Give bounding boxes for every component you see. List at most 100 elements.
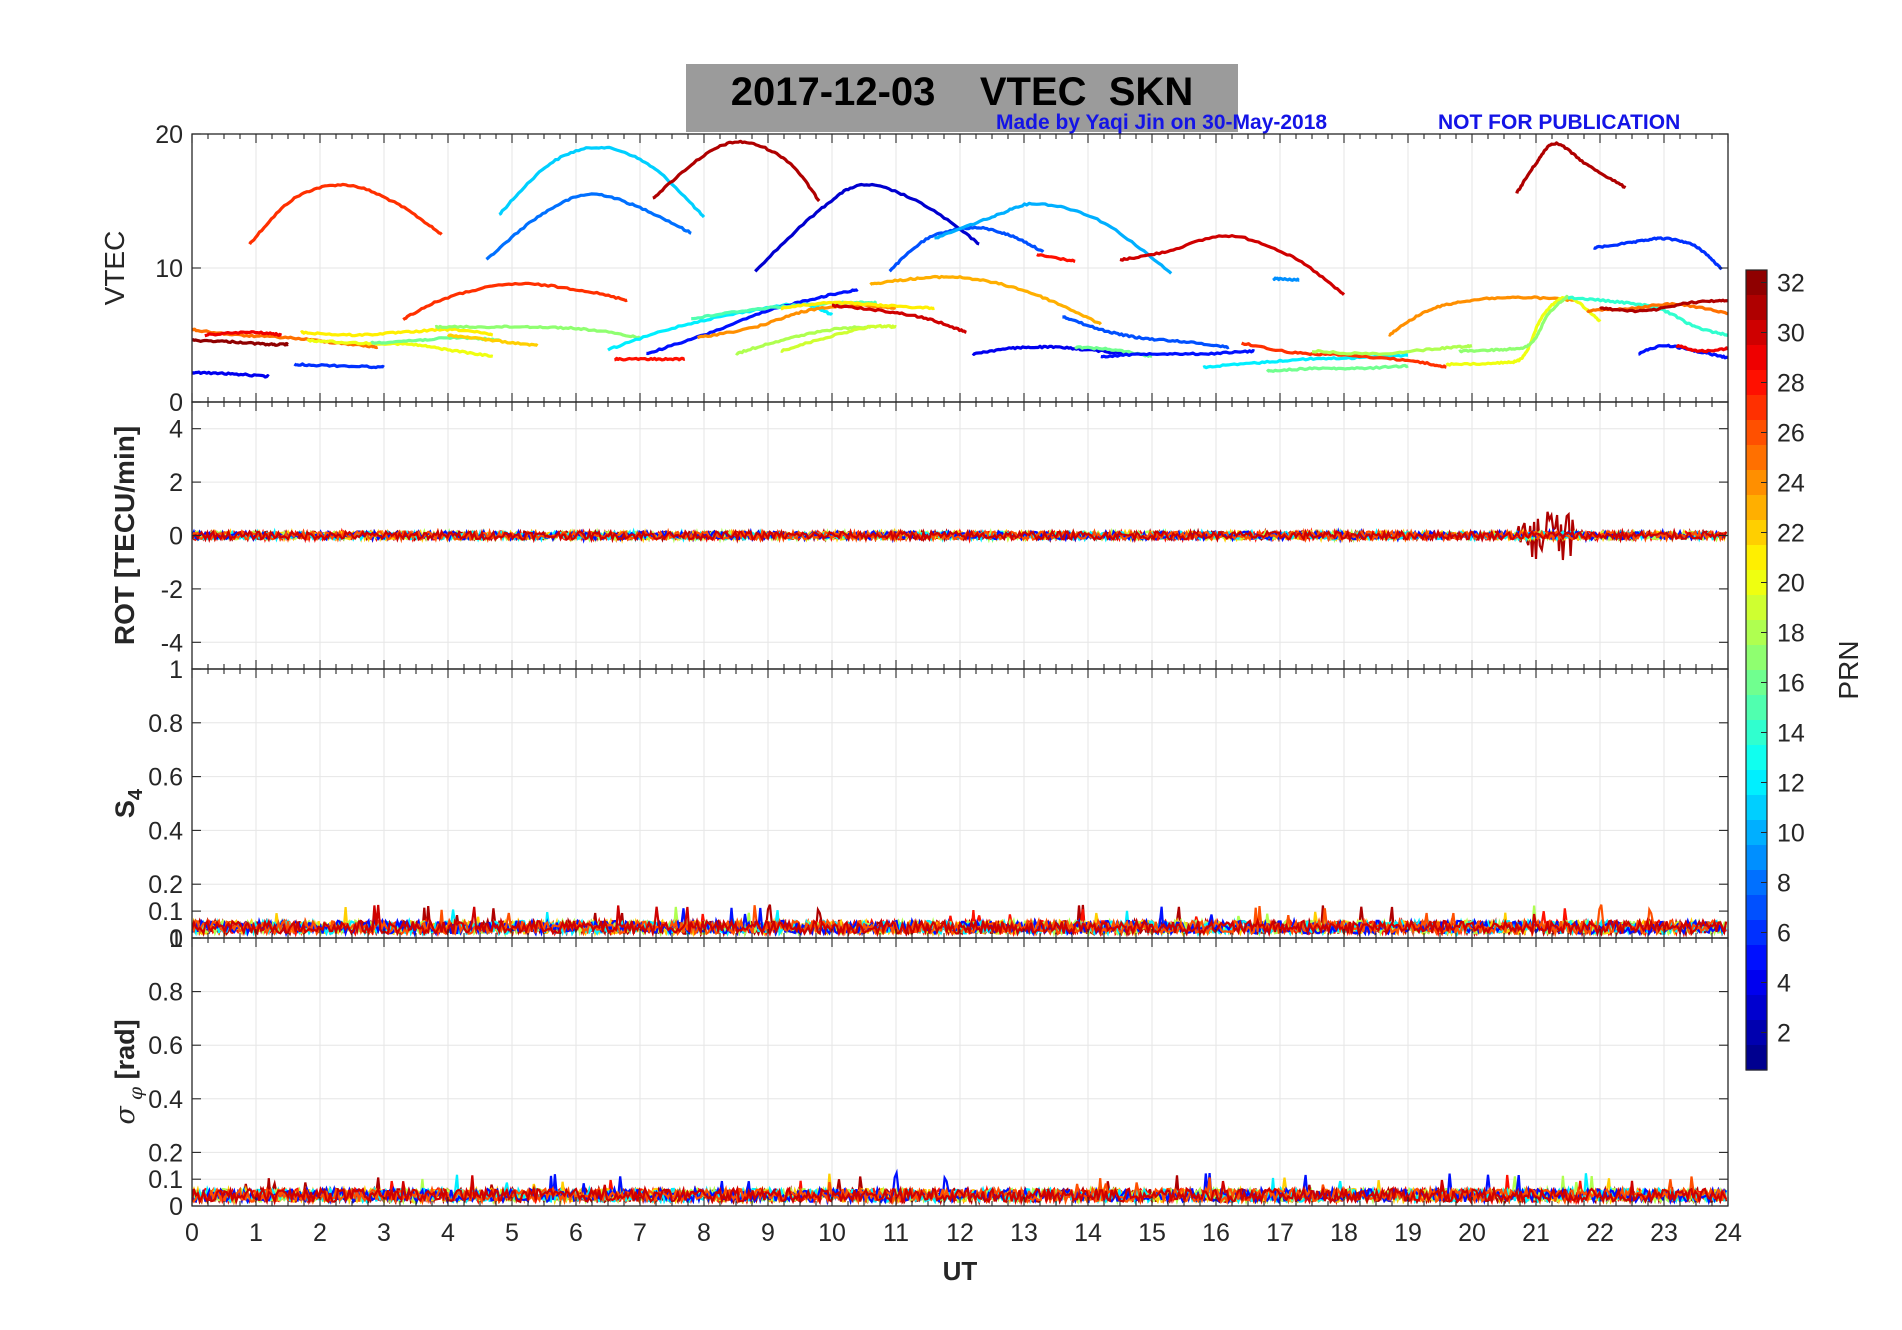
colorbar-cell — [1746, 620, 1767, 646]
vtec-series-prn-23 — [869, 274, 1103, 326]
vtec-series-prn-12 — [607, 302, 834, 352]
x-tick-label: 8 — [697, 1219, 711, 1247]
y-tick-label: 1 — [169, 656, 183, 684]
colorbar-cell — [1746, 945, 1767, 971]
data-layer — [192, 139, 1728, 379]
vtec-series-prn-20 — [306, 338, 494, 358]
panel-ROT: -4 -2 0 2 4 ROT [TECU/min] — [109, 401, 1729, 670]
vtec-series-prn-10 — [934, 201, 1173, 275]
x-tick-label: 2 — [313, 1219, 327, 1247]
colorbar-cell — [1746, 970, 1767, 996]
colorbar-cell — [1746, 895, 1767, 921]
vtec-series-prn-17 — [1458, 294, 1570, 354]
y-axis-label: σ φ [rad] — [110, 1019, 147, 1124]
colorbar-tick-label: 24 — [1777, 470, 1805, 498]
x-tick-label: 1 — [249, 1219, 263, 1247]
y-tick-label: 4 — [169, 416, 183, 444]
y-tick-label: 0 — [169, 523, 183, 551]
watermark-text: NOT FOR PUBLICATION — [1438, 111, 1681, 134]
y-axis-label: ROT [TECU/min] — [109, 426, 140, 645]
colorbar-cell — [1746, 295, 1767, 321]
y-tick-label: 0.6 — [148, 764, 183, 792]
colorbar-cell — [1746, 470, 1767, 496]
y-tick-label: 0.4 — [148, 817, 183, 845]
x-tick-label: 15 — [1138, 1219, 1166, 1247]
vtec-series-prn-4 — [192, 370, 270, 379]
vtec-series-prn-6 — [1593, 236, 1723, 271]
y-tick-label: 0 — [169, 1193, 183, 1221]
y-tick-label: 2 — [169, 469, 183, 497]
vtec-series-prn-30 — [831, 303, 967, 334]
data-layer — [192, 904, 1728, 938]
colorbar-cell — [1746, 370, 1767, 396]
y-tick-label: 0 — [169, 925, 183, 953]
y-tick-label: 0.2 — [148, 1139, 183, 1167]
x-tick-label: 11 — [883, 1219, 909, 1247]
vtec-series-prn-31 — [1599, 298, 1728, 314]
colorbar-cell — [1746, 745, 1767, 771]
colorbar-cell — [1746, 1020, 1767, 1046]
colorbar-cell — [1746, 495, 1767, 521]
data-layer — [192, 511, 1728, 561]
vtec-series-prn-29 — [204, 330, 283, 338]
colorbar-cell — [1746, 520, 1767, 546]
y-tick-label: 0.4 — [148, 1086, 183, 1114]
x-tick-label: 22 — [1586, 1219, 1614, 1247]
colorbar-cell — [1746, 770, 1767, 796]
y-tick-label: 20 — [155, 121, 183, 149]
colorbar-cell — [1746, 420, 1767, 446]
sigma_phi-series-prn-26 — [192, 1176, 1728, 1206]
colorbar-tick-label: 18 — [1777, 620, 1805, 648]
x-tick-label: 20 — [1458, 1219, 1486, 1247]
y-tick-label: 0.1 — [148, 898, 183, 926]
x-axis-label: UT — [943, 1256, 978, 1286]
colorbar-tick-label: 28 — [1777, 370, 1805, 398]
vtec-series-prn-16 — [1265, 363, 1409, 373]
x-tick-label: 19 — [1394, 1219, 1422, 1247]
x-tick-label: 12 — [946, 1219, 974, 1247]
x-tick-label: 10 — [818, 1219, 846, 1247]
credit-text: Made by Yaqi Jin on 30-May-2018 — [996, 111, 1328, 134]
y-tick-label: 0.8 — [148, 979, 183, 1007]
vtec-series-prn-21 — [780, 300, 935, 311]
vtec-series-prn-21 — [300, 327, 494, 338]
colorbar-tick-label: 10 — [1777, 820, 1805, 848]
vtec-series-prn-5 — [646, 288, 859, 356]
vtec-series-prn-20 — [1445, 295, 1602, 367]
colorbar-tick-label: 12 — [1777, 770, 1805, 798]
colorbar-cell — [1746, 995, 1767, 1021]
vtec-series-prn-11 — [498, 145, 706, 219]
vtec-series-prn-5 — [1637, 343, 1728, 360]
y-tick-label: 0.1 — [148, 1166, 183, 1194]
y-tick-label: -4 — [161, 629, 183, 657]
x-tick-label: 7 — [633, 1219, 647, 1247]
vtec-series-prn-22 — [446, 333, 539, 348]
vtec-series-prn-18 — [735, 324, 871, 356]
x-tick-label: 0 — [185, 1219, 199, 1247]
y-axis-label: VTEC — [99, 231, 130, 306]
x-tick-label: 13 — [1010, 1219, 1038, 1247]
panel-S4: 00.10.2 0.4 0.6 0.8 1 S4 — [110, 656, 1729, 953]
colorbar-cell — [1746, 395, 1767, 421]
panel-sigma_phi: 00.10.20.40.60.81σ φ [rad]0 1 2 3 4 5 6 7 8 9 10 11… — [110, 925, 1742, 1286]
y-tick-label: 0.6 — [148, 1032, 183, 1060]
data-layer — [192, 1168, 1728, 1206]
vtec-series-prn-29 — [1675, 344, 1728, 354]
colorbar-tick-label: 22 — [1777, 520, 1805, 548]
y-tick-label: 1 — [169, 925, 183, 953]
vtec-series-prn-28 — [1036, 253, 1076, 263]
x-tick-label: 9 — [761, 1219, 775, 1247]
colorbar-cell — [1746, 645, 1767, 671]
vtec-series-prn-30 — [1119, 234, 1346, 296]
x-tick-label: 18 — [1330, 1219, 1358, 1247]
x-tick-label: 24 — [1714, 1219, 1742, 1247]
colorbar-tick-label: 32 — [1777, 270, 1805, 298]
colorbar-cell — [1746, 670, 1767, 696]
colorbar-cell — [1746, 445, 1767, 471]
colorbar-cell — [1746, 845, 1767, 871]
colorbar-label: PRN — [1833, 640, 1864, 699]
colorbar-cell — [1746, 345, 1767, 371]
figure-title: 2017-12-03 VTEC SKN — [730, 70, 1194, 114]
